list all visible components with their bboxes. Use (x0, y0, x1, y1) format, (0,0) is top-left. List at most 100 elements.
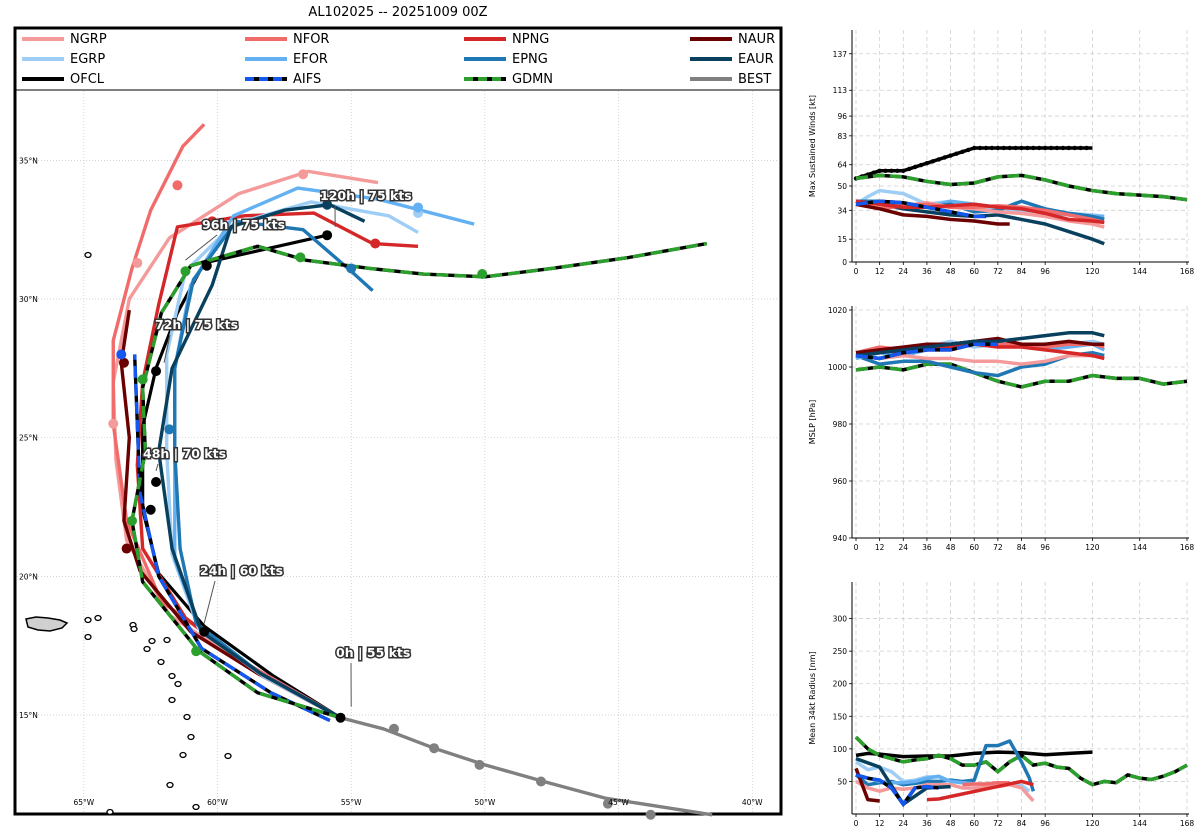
x-tick-label: 24 (899, 543, 909, 552)
legend-entry-eaur: EAUR (690, 52, 774, 67)
y-tick-label: 15 (837, 235, 847, 244)
series-point (960, 149, 965, 154)
series-point (1078, 145, 1083, 151)
track-marker-gdmn (126, 515, 137, 526)
map-lon-label: 50°W (475, 798, 496, 807)
x-tick-label: 168 (1180, 543, 1195, 552)
y-tick-label: 200 (833, 680, 848, 689)
track-marker-gdmn (180, 266, 191, 277)
x-tick-label: 48 (946, 543, 956, 552)
figure-title: AL102025 -- 20251009 00Z (308, 5, 487, 20)
x-tick-label: 84 (1017, 543, 1027, 552)
series-point (1048, 145, 1054, 151)
small-island (224, 752, 232, 760)
x-tick-label: 72 (993, 543, 1003, 552)
annotation-5: 120h | 75 kts (319, 187, 413, 227)
x-tick-label: 120 (1085, 543, 1100, 552)
x-tick-label: 84 (1017, 267, 1027, 276)
series-nfor (962, 780, 1010, 787)
small-island (84, 251, 92, 259)
series-point (930, 159, 936, 164)
legend-box (15, 28, 781, 91)
track-map: 0h | 55 kts 24h | 60 kts 48h | 70 kts 72h |… (13, 26, 783, 820)
x-tick-label: 96 (1040, 819, 1050, 828)
x-tick-label: 144 (1133, 543, 1148, 552)
map-lat-label: 15°N (19, 711, 38, 720)
track-marker-best (602, 798, 613, 809)
legend-label: NGRP (70, 32, 107, 47)
legend-entry-nfor: NFOR (245, 32, 329, 47)
track-line (132, 354, 331, 723)
series-line (855, 331, 1105, 358)
track-epng (173, 219, 374, 720)
track-eaur (157, 202, 366, 720)
track-marker-ofcl (199, 626, 210, 637)
annotation-3: 72h | 75 kts (154, 316, 240, 363)
legend-label: NAUR (738, 32, 775, 47)
x-tick-label: 12 (875, 819, 885, 828)
series-line (855, 750, 1093, 759)
y-tick-label: 0 (842, 258, 847, 267)
track-marker-best (536, 776, 547, 787)
caribbean-islands (25, 251, 232, 816)
series-line (854, 735, 1188, 787)
series-point (1072, 145, 1077, 151)
track-line (119, 309, 342, 720)
legend-label: BEST (738, 72, 771, 87)
puerto-rico-island (25, 616, 69, 632)
track-marker-gdmn (295, 252, 306, 263)
series-point (1066, 145, 1071, 151)
x-tick-label: 72 (993, 819, 1003, 828)
track-marker-aifs (116, 349, 127, 360)
series-aifs (855, 199, 987, 219)
annotation-4: 96h | 75 kts (185, 216, 287, 261)
annotation-label: 24h | 60 kts (200, 563, 283, 578)
track-naur (119, 309, 342, 720)
series-line (855, 362, 1188, 389)
series-line (854, 767, 880, 803)
legend-label: EGRP (70, 52, 105, 67)
small-island (157, 658, 165, 666)
annotation-2: 48h | 70 kts (142, 445, 228, 472)
legend-label: NPNG (512, 32, 549, 47)
annotation-leader (155, 463, 159, 472)
small-island (130, 625, 138, 633)
series-naur (855, 202, 1010, 226)
annotation-label: 96h | 75 kts (202, 217, 285, 232)
map-lon-label: 60°W (207, 798, 228, 807)
legend-entry-naur: NAUR (690, 32, 775, 47)
track-marker-npng (370, 238, 381, 249)
series-point (889, 168, 894, 173)
annotation-leader (163, 334, 171, 363)
small-island (168, 672, 176, 680)
map-lat-label: 25°N (19, 434, 38, 443)
track-marker-naur (118, 357, 129, 368)
map-lon-label: 55°W (341, 798, 362, 807)
y-tick-label: 50 (837, 182, 847, 191)
annotation-leader (203, 580, 216, 624)
track-line (173, 219, 374, 720)
map-gridlines (17, 91, 779, 812)
legend-entry-best: BEST (690, 72, 771, 87)
series-point (1001, 145, 1006, 151)
y-tick-label: 50 (837, 777, 847, 786)
map-frame (13, 26, 783, 816)
series-point (895, 168, 900, 173)
legend-entry-epng: EPNG (464, 52, 548, 67)
series-gdmn (855, 362, 1188, 389)
series-point (983, 145, 989, 151)
annotation-label: 120h | 75 kts (320, 188, 412, 203)
map-lat-label: 20°N (19, 572, 38, 581)
x-tick-label: 144 (1133, 819, 1148, 828)
forecast-tracks (111, 123, 713, 817)
y-tick-label: 100 (833, 745, 848, 754)
legend-entry-ofcl: OFCL (22, 72, 105, 87)
wind-intensity-panel: 0 12 24 36 48 60 72 84 96 120 144 168 0 15 34 50 64 83 96 1… (808, 30, 1194, 276)
track-aifs (132, 354, 331, 723)
x-tick-label: 0 (854, 267, 859, 276)
series-point (1019, 145, 1024, 151)
legend-label: OFCL (70, 72, 105, 87)
series-point (1037, 145, 1042, 151)
small-island (179, 751, 187, 759)
